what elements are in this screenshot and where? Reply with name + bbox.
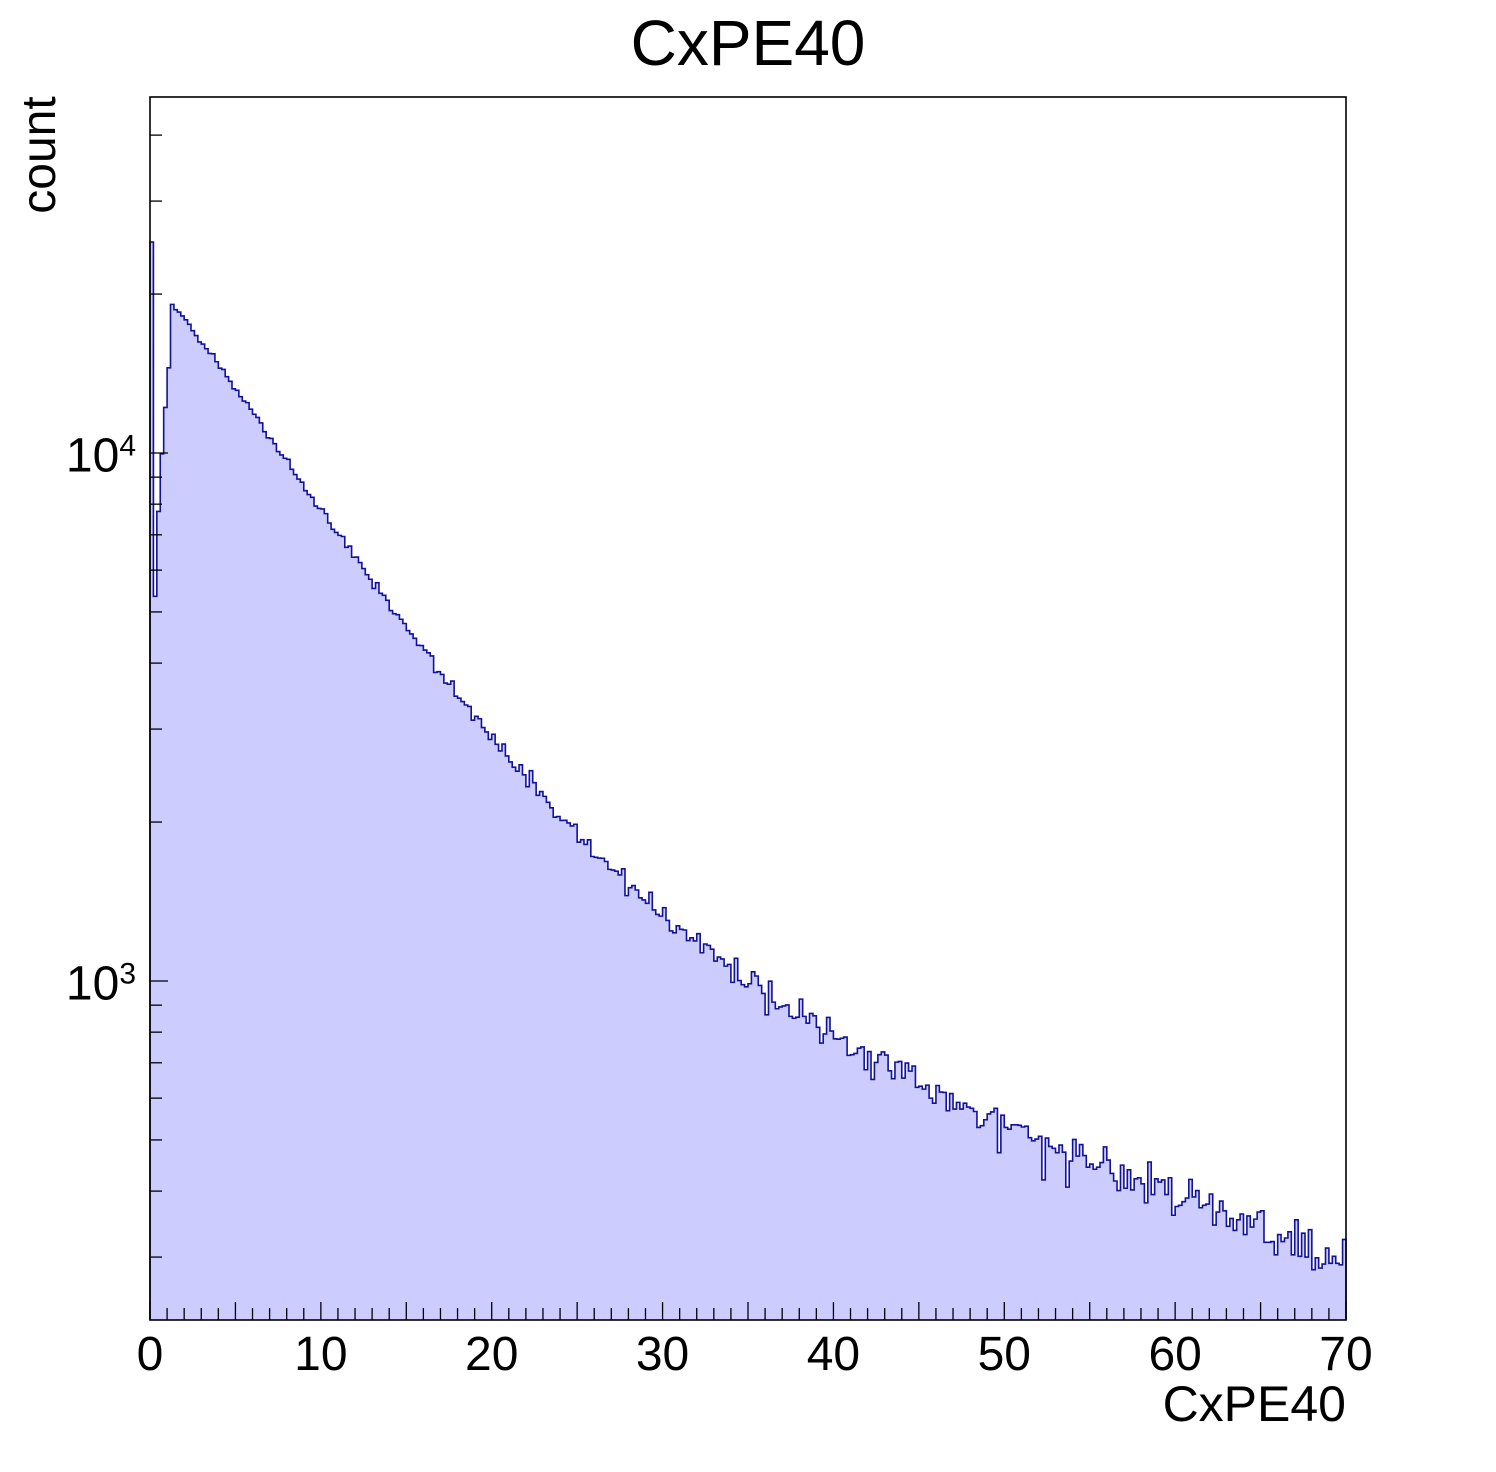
- svg-text:CxPE40: CxPE40: [631, 7, 866, 79]
- svg-text:70: 70: [1319, 1328, 1372, 1381]
- svg-text:20: 20: [465, 1328, 518, 1381]
- svg-text:60: 60: [1148, 1328, 1201, 1381]
- svg-text:10: 10: [294, 1328, 347, 1381]
- svg-text:count: count: [13, 96, 66, 213]
- svg-text:50: 50: [978, 1328, 1031, 1381]
- svg-text:CxPE40: CxPE40: [1163, 1376, 1346, 1432]
- svg-text:0: 0: [137, 1328, 164, 1381]
- svg-text:40: 40: [807, 1328, 860, 1381]
- svg-text:30: 30: [636, 1328, 689, 1381]
